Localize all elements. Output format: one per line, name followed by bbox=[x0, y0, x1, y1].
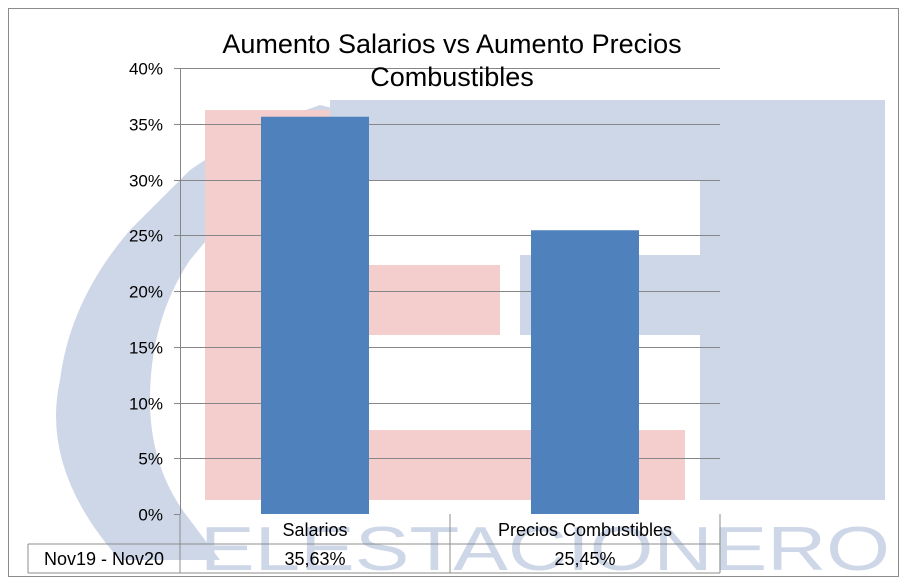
y-tick-label: 25% bbox=[129, 227, 163, 246]
y-tick-label: 5% bbox=[138, 450, 163, 469]
y-tick-label: 0% bbox=[138, 506, 163, 525]
watermark-pump-icon bbox=[56, 105, 360, 560]
data-label: 25,45% bbox=[554, 549, 615, 569]
y-tick-label: 35% bbox=[129, 116, 163, 135]
data-table: Salarios Precios Combustibles Nov19 - No… bbox=[27, 514, 721, 574]
chart-title-line-2: Combustibles bbox=[370, 62, 534, 92]
y-tick-label: 20% bbox=[129, 283, 163, 302]
data-label: 35,63% bbox=[284, 549, 345, 569]
y-tick-label: 10% bbox=[129, 395, 163, 414]
chart-title-line-1: Aumento Salarios vs Aumento Precios bbox=[222, 29, 681, 59]
bars bbox=[261, 116, 639, 515]
bar bbox=[531, 230, 639, 515]
y-tick-label: 30% bbox=[129, 172, 163, 191]
watermark-letter-block bbox=[700, 420, 885, 500]
chart-title: Aumento Salarios vs Aumento Precios Comb… bbox=[222, 29, 681, 92]
x-tick-label: Salarios bbox=[282, 520, 347, 540]
watermark: ELESTACIONERO bbox=[56, 100, 890, 584]
x-tick-label: Precios Combustibles bbox=[498, 520, 672, 540]
y-tick-label: 40% bbox=[129, 60, 163, 79]
legend-series-name: Nov19 - Nov20 bbox=[44, 549, 164, 569]
bar bbox=[261, 116, 369, 515]
y-axis: 0% 5% 10% 15% 20% 25% 30% 35% 40% bbox=[129, 60, 181, 525]
y-tick-label: 15% bbox=[129, 339, 163, 358]
